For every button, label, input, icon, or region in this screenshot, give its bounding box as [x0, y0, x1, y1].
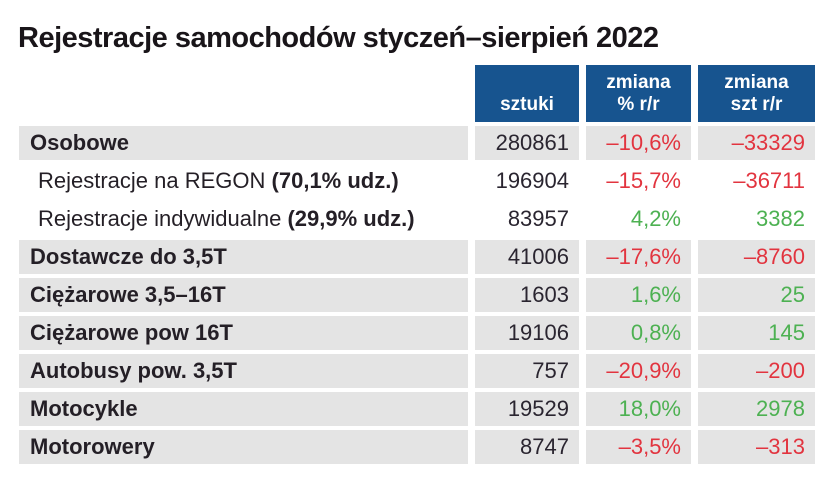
change-units-value: 2978: [698, 392, 815, 426]
change-units-value: –8760: [698, 240, 815, 274]
change-pct-value: –3,5%: [586, 430, 691, 464]
row-label-text: Motorowery: [30, 434, 155, 459]
header-units: sztuki: [475, 65, 579, 122]
change-units-value: –36711: [733, 168, 805, 193]
registrations-table: sztuki zmiana % r/r zmiana szt r/r Osobo…: [19, 65, 815, 464]
page-title: Rejestracje samochodów styczeń–sierpień …: [18, 22, 659, 54]
units-value: 83957: [507, 206, 569, 231]
header-change-units-line2: szt r/r: [730, 93, 783, 115]
row-label-text: Motocykle: [30, 396, 138, 421]
units-value: 19529: [475, 392, 579, 426]
row-label: Motocykle: [19, 392, 468, 426]
row-label-text: Osobowe: [30, 130, 130, 155]
units-value: 41006: [475, 240, 579, 274]
change-pct-value: 1,6%: [586, 278, 691, 312]
row-label-text: Rejestracje indywidualne: [38, 206, 288, 231]
header-change-units-line1: zmiana: [724, 72, 789, 94]
change-pct-value: 18,0%: [586, 392, 691, 426]
row-label: Motorowery: [19, 430, 468, 464]
change-units-value: 145: [698, 316, 815, 350]
change-pct-value: 0,8%: [586, 316, 691, 350]
row-label: Rejestracje na REGON (70,1% udz.): [19, 164, 468, 198]
row-label-share: (70,1% udz.): [271, 168, 399, 193]
change-pct-value: –10,6%: [586, 126, 691, 160]
units-value: 19106: [475, 316, 579, 350]
row-label-text: Ciężarowe 3,5–16T: [30, 282, 226, 307]
row-label: Dostawcze do 3,5T: [19, 240, 468, 274]
row-label: Ciężarowe 3,5–16T: [19, 278, 468, 312]
change-units-value: –313: [698, 430, 815, 464]
units-value: 757: [475, 354, 579, 388]
row-label-text: Rejestracje na REGON: [38, 168, 272, 193]
units-value: 280861: [475, 126, 579, 160]
change-pct-value: –15,7%: [606, 168, 681, 193]
row-label-text: Ciężarowe pow 16T: [30, 320, 233, 345]
row-label: Ciężarowe pow 16T: [19, 316, 468, 350]
header-change-pct-line2: % r/r: [617, 93, 660, 115]
header-change-units: zmiana szt r/r: [698, 65, 815, 122]
row-label: Autobusy pow. 3,5T: [19, 354, 468, 388]
row-label: Osobowe: [19, 126, 468, 160]
change-units-value: 25: [698, 278, 815, 312]
row-label-text: Dostawcze do 3,5T: [30, 244, 227, 269]
change-pct-value: –20,9%: [586, 354, 691, 388]
row-label-text: Autobusy pow. 3,5T: [30, 358, 237, 383]
change-units-value: –33329: [698, 126, 815, 160]
header-change-pct: zmiana % r/r: [586, 65, 691, 122]
header-units-label: sztuki: [500, 93, 554, 115]
change-units-value: 3382: [756, 206, 805, 231]
header-spacer-cell: [19, 65, 468, 122]
row-label: Rejestracje indywidualne (29,9% udz.): [19, 202, 468, 236]
change-pct-value: 4,2%: [630, 206, 681, 231]
header-change-pct-line1: zmiana: [606, 72, 671, 94]
change-pct-value: –17,6%: [586, 240, 691, 274]
change-units-value: –200: [698, 354, 815, 388]
units-value: 8747: [475, 430, 579, 464]
units-value: 1603: [475, 278, 579, 312]
units-value: 196904: [495, 168, 569, 193]
row-label-share: (29,9% udz.): [287, 206, 415, 231]
